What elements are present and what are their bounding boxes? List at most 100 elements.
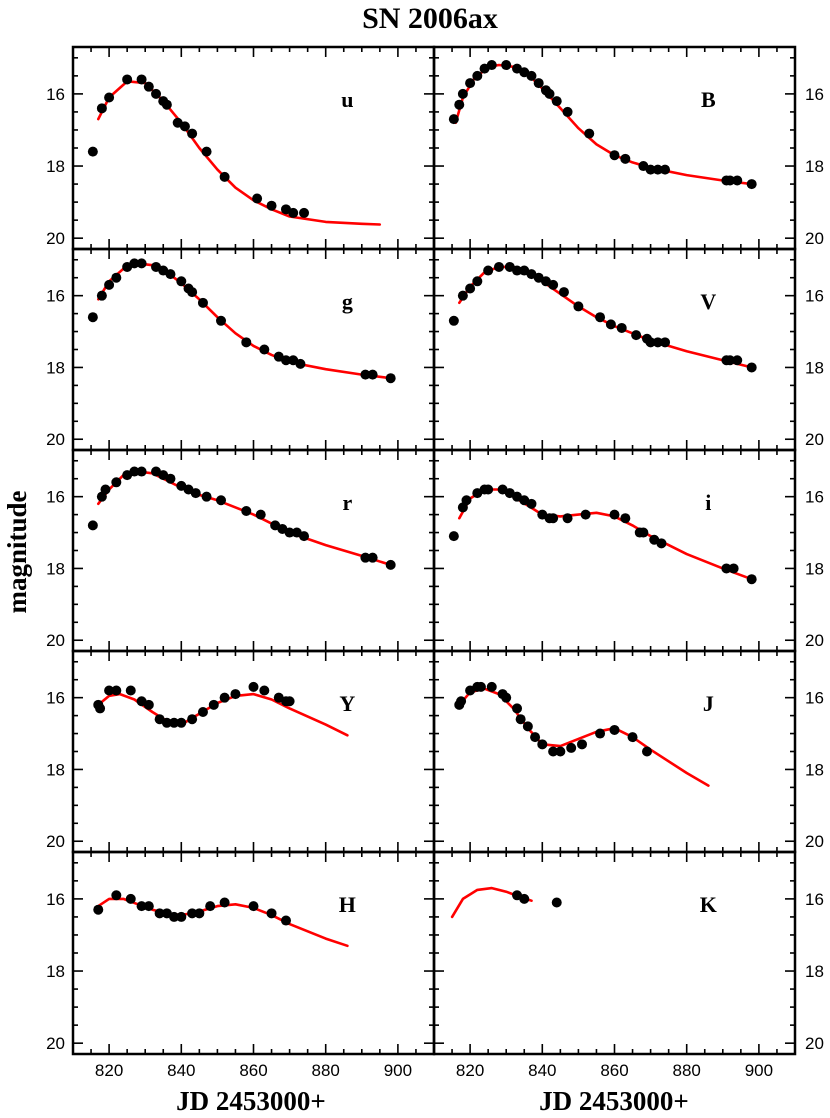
data-point (522, 721, 533, 732)
data-point (96, 290, 107, 301)
data-point (111, 272, 122, 283)
data-point (219, 171, 230, 182)
data-point (605, 319, 616, 330)
x-tick-label: 880 (312, 1061, 340, 1080)
panel-frame (432, 448, 797, 653)
data-point (631, 330, 642, 341)
data-point (526, 498, 537, 509)
data-point (205, 901, 216, 912)
data-point (584, 128, 595, 139)
data-point (111, 685, 122, 696)
data-point (641, 746, 652, 757)
panel-g: 16 18 20 g (46, 247, 436, 452)
data-point (530, 732, 541, 743)
data-point (544, 88, 555, 99)
x-tick-label: 900 (745, 1061, 773, 1080)
panel-K: 16 18 20 820 840 860 880 900 K (432, 850, 824, 1080)
data-point (280, 915, 291, 926)
panel-frame (432, 850, 797, 1056)
data-point (456, 696, 467, 707)
data-point (548, 513, 559, 524)
data-point (638, 527, 649, 538)
data-point (259, 685, 270, 696)
data-point (501, 692, 512, 703)
data-point (616, 322, 627, 333)
data-point (248, 901, 259, 912)
data-point (501, 60, 512, 71)
fit-curve-B (454, 63, 753, 186)
data-point (526, 70, 537, 81)
data-point (197, 297, 208, 308)
data-point (187, 287, 198, 298)
data-point (620, 513, 631, 524)
data-point (367, 552, 378, 563)
data-point (721, 563, 732, 574)
y-tick-label: 18 (46, 962, 65, 981)
data-point (746, 362, 757, 373)
panel-frame (71, 448, 436, 653)
y-tick-label: 16 (805, 85, 824, 104)
data-point (129, 466, 140, 477)
y-tick-label: 20 (805, 1034, 824, 1053)
y-tick-label: 16 (46, 287, 65, 306)
data-point (255, 509, 266, 520)
data-point (87, 146, 98, 157)
band-label: Y (339, 691, 355, 716)
data-point (465, 283, 476, 294)
data-point (187, 908, 198, 919)
data-point (519, 893, 530, 904)
data-point (241, 506, 252, 517)
data-point (288, 207, 299, 218)
data-point (656, 538, 667, 549)
data-point (284, 696, 295, 707)
data-point (660, 337, 671, 348)
data-point (259, 344, 270, 355)
data-point (219, 897, 230, 908)
data-point (125, 893, 136, 904)
data-point (176, 276, 187, 287)
band-label: H (339, 892, 356, 917)
panel-V: 16 18 20 V (432, 247, 824, 452)
data-point (595, 312, 606, 323)
data-point (728, 563, 739, 574)
y-tick-label: 20 (46, 631, 65, 650)
data-point (122, 74, 133, 85)
data-point (486, 681, 497, 692)
band-label: K (700, 892, 717, 917)
data-point (645, 164, 656, 175)
data-point (385, 559, 396, 570)
x-tick-label: 820 (95, 1061, 123, 1080)
data-point (548, 746, 559, 757)
data-point (299, 207, 310, 218)
data-point (111, 890, 122, 901)
x-axis-label-right: JD 2453000+ (539, 1086, 689, 1116)
x-tick-label: 900 (384, 1061, 412, 1080)
data-point (360, 369, 371, 380)
data-point (143, 901, 154, 912)
data-point (595, 728, 606, 739)
data-point (483, 484, 494, 495)
data-point (548, 279, 559, 290)
panel-frame (432, 45, 797, 251)
y-tick-label: 18 (46, 157, 65, 176)
y-tick-label: 16 (46, 85, 65, 104)
y-tick-label: 16 (46, 689, 65, 708)
data-point (266, 908, 277, 919)
data-point (136, 258, 147, 269)
data-point (652, 164, 663, 175)
data-point (143, 81, 154, 92)
data-point (176, 911, 187, 922)
data-point (385, 373, 396, 384)
data-point (551, 96, 562, 107)
data-point (457, 88, 468, 99)
data-point (493, 261, 504, 272)
fit-curve-g (97, 262, 392, 380)
data-point (533, 78, 544, 89)
chart-title: SN 2006ax (362, 2, 498, 35)
fit-curve-r (97, 470, 392, 567)
data-point (486, 60, 497, 71)
panel-u: 16 18 20 u (46, 45, 436, 251)
data-point (746, 574, 757, 585)
data-point (551, 897, 562, 908)
